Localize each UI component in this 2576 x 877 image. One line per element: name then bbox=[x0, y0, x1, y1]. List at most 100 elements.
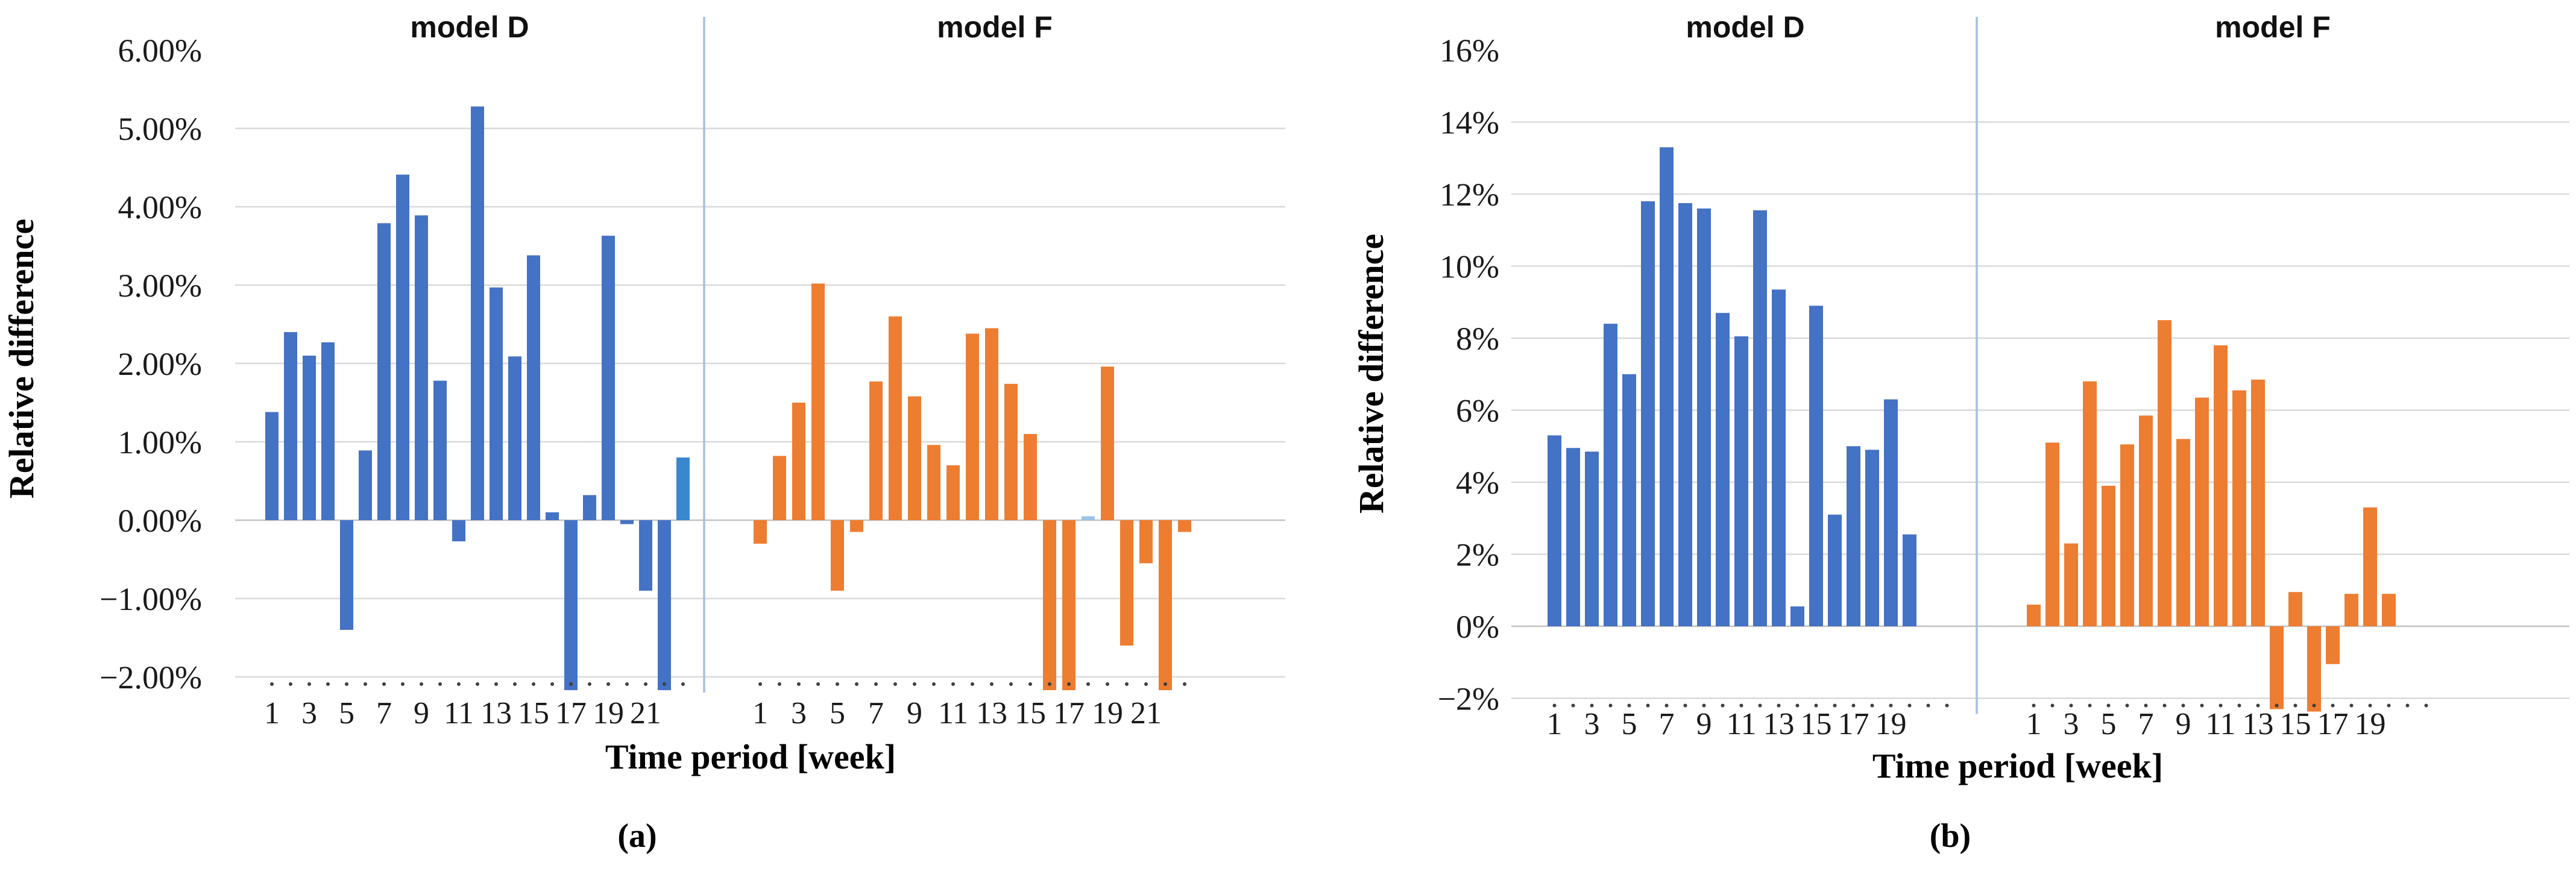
axis-tick-dot bbox=[532, 682, 535, 686]
bar bbox=[602, 236, 615, 520]
axis-tick-dot bbox=[401, 682, 405, 686]
bar bbox=[1101, 366, 1114, 520]
chart-b-relative-difference: 16% 14% 12% 10% 8% 6% 4% 2% 0% −2% model D 1 3 5 7 9 11 1… bbox=[1288, 0, 2576, 877]
bar bbox=[946, 465, 960, 520]
y-tick-label: 0.00% bbox=[118, 503, 202, 539]
axis-tick-dot bbox=[2424, 703, 2428, 708]
axis-tick-dot bbox=[1739, 703, 1743, 708]
bar bbox=[1903, 534, 1916, 626]
axis-tick-dot bbox=[2181, 703, 2185, 708]
x-tick-label: 19 bbox=[1875, 707, 1907, 741]
axis-tick-dot bbox=[681, 682, 685, 686]
x-tick-label: 1 bbox=[1547, 707, 1563, 741]
bar bbox=[1159, 520, 1172, 690]
chart-a-canvas: 6.00% 5.00% 4.00% 3.00% 2.00% 1.00% 0.00% −1.00… bbox=[2, 10, 1285, 855]
bar bbox=[508, 356, 521, 520]
x-tick-label: 19 bbox=[593, 696, 624, 731]
bar bbox=[1043, 520, 1056, 690]
subfigure-caption: (a) bbox=[617, 817, 657, 855]
y-tick-label: 6% bbox=[1456, 393, 1499, 429]
bar bbox=[966, 333, 979, 520]
x-tick-label: 11 bbox=[444, 696, 474, 731]
bar bbox=[1062, 520, 1075, 690]
x-tick-label: 9 bbox=[2176, 707, 2191, 741]
axis-tick-dot bbox=[2219, 703, 2223, 708]
axis-tick-dot bbox=[2349, 703, 2354, 708]
bar bbox=[2064, 543, 2078, 626]
axis-tick-dot bbox=[513, 682, 517, 686]
bar bbox=[889, 316, 902, 520]
bar bbox=[564, 520, 578, 690]
x-tick-label: 3 bbox=[301, 696, 317, 731]
y-tick-label: 5.00% bbox=[118, 111, 202, 147]
bar bbox=[1120, 520, 1133, 646]
bar bbox=[2158, 320, 2171, 626]
y-tick-label: 8% bbox=[1456, 321, 1499, 357]
bar bbox=[340, 520, 353, 630]
bar bbox=[452, 520, 465, 542]
panel-title: model D bbox=[1686, 10, 1804, 44]
axis-tick-dot bbox=[2237, 703, 2241, 708]
y-tick-label: 10% bbox=[1440, 249, 1499, 285]
axis-tick-dot bbox=[1627, 703, 1631, 708]
y-axis-title: Relative difference bbox=[1352, 234, 1391, 514]
axis-tick-dot bbox=[2256, 703, 2260, 708]
y-tick-label: 14% bbox=[1440, 105, 1499, 141]
x-tick-label: 9 bbox=[907, 696, 922, 731]
subfigure-caption: (b) bbox=[1930, 817, 1971, 855]
bar bbox=[869, 381, 883, 520]
bar bbox=[850, 520, 863, 532]
axis-tick-dot bbox=[438, 682, 442, 686]
axis-tick-dot bbox=[1926, 703, 1930, 708]
bar bbox=[2270, 626, 2284, 709]
bar bbox=[1734, 336, 1748, 626]
axis-tick-dot bbox=[758, 682, 762, 686]
bar bbox=[2307, 626, 2321, 712]
axis-tick-dot bbox=[1889, 703, 1893, 708]
bar bbox=[2120, 444, 2134, 626]
axis-tick-dot bbox=[990, 682, 994, 686]
x-tick-label: 7 bbox=[376, 696, 392, 731]
y-tick-label: 6.00% bbox=[118, 33, 202, 69]
axis-tick-dot bbox=[2275, 703, 2279, 708]
axis-tick-dot bbox=[625, 682, 629, 686]
y-tick-label: 16% bbox=[1440, 33, 1499, 69]
axis-tick-dot bbox=[1183, 682, 1186, 686]
bar bbox=[1566, 448, 1580, 626]
axis-tick-dot bbox=[2125, 703, 2129, 708]
axis-tick-dot bbox=[1702, 703, 1706, 708]
axis-tick-dot bbox=[836, 682, 839, 686]
bar bbox=[754, 520, 767, 544]
bar bbox=[2139, 415, 2153, 626]
axis-tick-dot bbox=[1571, 703, 1575, 708]
axis-tick-dot bbox=[1106, 682, 1109, 686]
axis-tick-dot bbox=[2312, 703, 2316, 708]
y-tick-label: 2% bbox=[1456, 537, 1499, 573]
axis-tick-dot bbox=[1164, 682, 1167, 686]
y-tick-label: 0% bbox=[1456, 609, 1499, 645]
x-tick-label: 3 bbox=[1584, 707, 1600, 741]
x-tick-label: 11 bbox=[938, 696, 968, 731]
axis-tick-dot bbox=[606, 682, 610, 686]
bar bbox=[908, 396, 921, 520]
axis-tick-dot bbox=[1851, 703, 1856, 708]
panel-title: model F bbox=[937, 10, 1053, 44]
axis-tick-dot bbox=[1086, 682, 1090, 686]
bar bbox=[1772, 289, 1786, 626]
bar bbox=[321, 342, 335, 520]
bar bbox=[583, 495, 596, 520]
bar bbox=[2045, 442, 2059, 626]
bar bbox=[433, 380, 447, 520]
bar bbox=[2251, 379, 2265, 626]
x-tick-label: 15 bbox=[1801, 707, 1832, 741]
bar bbox=[658, 520, 671, 690]
axis-tick-dot bbox=[2032, 703, 2036, 708]
bar bbox=[2382, 594, 2396, 626]
bar bbox=[1004, 383, 1018, 520]
axis-tick-dot bbox=[778, 682, 781, 686]
bar bbox=[303, 356, 316, 520]
bar bbox=[927, 445, 940, 520]
axis-tick-dot bbox=[1664, 703, 1669, 708]
axis-tick-dot bbox=[951, 682, 955, 686]
